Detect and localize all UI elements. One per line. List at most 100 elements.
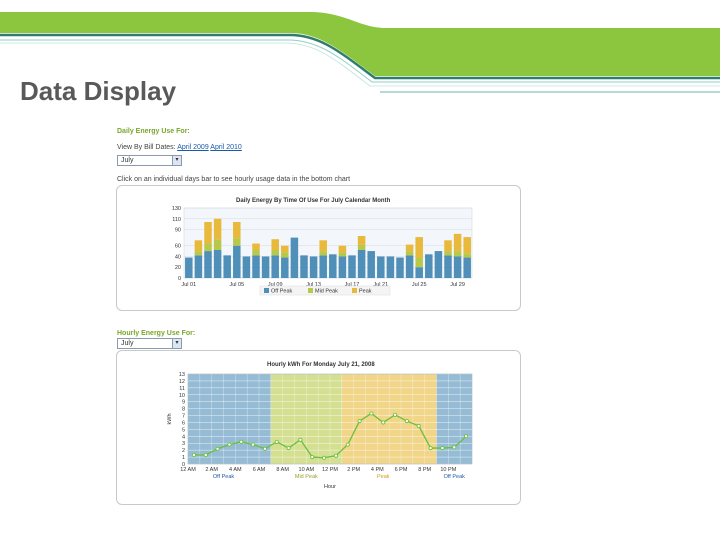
off-peak-bar[interactable] xyxy=(281,257,289,278)
mid-peak-bar[interactable] xyxy=(444,251,452,256)
kwh-point[interactable] xyxy=(357,419,362,424)
link-april-2009[interactable]: April 2009 xyxy=(177,144,209,151)
kwh-point[interactable] xyxy=(345,442,350,447)
kwh-point[interactable] xyxy=(251,442,256,447)
off-peak-bar[interactable] xyxy=(242,256,251,278)
off-peak-bar[interactable] xyxy=(348,255,356,278)
off-peak-bar[interactable] xyxy=(453,256,462,278)
mid-peak-bar[interactable] xyxy=(233,238,241,246)
off-peak-bar[interactable] xyxy=(444,255,452,278)
daily-month-select[interactable]: July ▾ xyxy=(117,155,182,166)
off-peak-bar[interactable] xyxy=(463,257,471,278)
off-peak-bar[interactable] xyxy=(425,254,433,278)
x-tick-label: 4 PM xyxy=(371,467,384,473)
off-peak-bar[interactable] xyxy=(271,255,279,278)
kwh-point[interactable] xyxy=(203,453,208,458)
header-swoosh-decoration xyxy=(0,0,720,93)
peak-bar[interactable] xyxy=(213,218,222,240)
off-peak-bar[interactable] xyxy=(405,255,414,278)
off-peak-bar[interactable] xyxy=(357,250,366,278)
mid-peak-bar[interactable] xyxy=(357,244,366,250)
peak-bar[interactable] xyxy=(453,233,462,252)
kwh-point[interactable] xyxy=(428,446,433,451)
peak-bar[interactable] xyxy=(271,239,279,250)
mid-peak-bar[interactable] xyxy=(194,251,203,256)
y-tick-label: 0 xyxy=(178,276,181,282)
x-tick-label: 12 PM xyxy=(322,467,338,473)
mid-peak-bar[interactable] xyxy=(338,252,347,257)
off-peak-bar[interactable] xyxy=(290,237,299,278)
off-peak-bar[interactable] xyxy=(252,255,260,278)
mid-peak-bar[interactable] xyxy=(405,251,414,256)
off-peak-bar[interactable] xyxy=(386,256,395,278)
peak-bar[interactable] xyxy=(444,240,452,252)
kwh-point[interactable] xyxy=(369,411,374,416)
off-peak-bar[interactable] xyxy=(204,251,212,278)
mid-peak-bar[interactable] xyxy=(252,250,260,256)
kwh-point[interactable] xyxy=(464,434,469,439)
kwh-point[interactable] xyxy=(215,446,220,451)
off-peak-bar[interactable] xyxy=(415,267,423,278)
kwh-point[interactable] xyxy=(310,455,315,460)
peak-bar[interactable] xyxy=(319,240,327,252)
kwh-point[interactable] xyxy=(416,423,421,428)
kwh-point[interactable] xyxy=(239,439,244,444)
off-peak-bar[interactable] xyxy=(434,251,443,278)
peak-bar[interactable] xyxy=(252,243,260,250)
kwh-point[interactable] xyxy=(262,446,267,451)
off-peak-bar[interactable] xyxy=(261,256,270,278)
daily-energy-chart[interactable]: 0 20 40 60 90 110 130 Jul 01 Jul 05 Jul 09 Jul 13 J… xyxy=(116,185,521,311)
off-peak-bar[interactable] xyxy=(233,245,241,278)
off-peak-bar[interactable] xyxy=(329,254,337,278)
y-tick-label: 40 xyxy=(175,254,181,260)
mid-peak-bar[interactable] xyxy=(453,251,462,257)
mid-peak-bar[interactable] xyxy=(271,250,279,256)
peak-bar[interactable] xyxy=(405,244,414,252)
hourly-month-select[interactable]: July ▾ xyxy=(117,338,182,349)
mid-peak-bar[interactable] xyxy=(281,252,289,258)
mid-peak-bar[interactable] xyxy=(415,257,423,268)
mid-peak-bar[interactable] xyxy=(463,253,471,258)
off-peak-bar[interactable] xyxy=(194,255,203,278)
off-peak-bar[interactable] xyxy=(367,251,375,278)
mid-peak-bar[interactable] xyxy=(204,243,212,252)
peak-bar[interactable] xyxy=(463,237,471,254)
kwh-point[interactable] xyxy=(381,420,386,425)
off-peak-bar[interactable] xyxy=(185,257,193,278)
link-april-2010[interactable]: April 2010 xyxy=(210,144,242,151)
kwh-point[interactable] xyxy=(286,446,291,451)
peak-bar[interactable] xyxy=(204,222,212,244)
kwh-point[interactable] xyxy=(191,453,196,458)
off-peak-bar[interactable] xyxy=(213,250,222,278)
kwh-point[interactable] xyxy=(298,437,303,442)
off-peak-bar[interactable] xyxy=(300,255,308,278)
peak-bar[interactable] xyxy=(233,222,241,239)
kwh-point[interactable] xyxy=(333,453,338,458)
kwh-point[interactable] xyxy=(452,445,457,450)
peak-bar[interactable] xyxy=(194,240,203,252)
slide-title: Data Display xyxy=(20,76,177,106)
kwh-point[interactable] xyxy=(227,442,232,447)
y-axis-title: kWh xyxy=(167,414,173,425)
kwh-point[interactable] xyxy=(322,455,327,460)
mid-peak-bar[interactable] xyxy=(319,251,327,256)
peak-bar[interactable] xyxy=(415,237,423,258)
off-peak-bar[interactable] xyxy=(377,256,385,278)
kwh-point[interactable] xyxy=(393,412,398,417)
peak-bar[interactable] xyxy=(338,245,347,253)
off-peak-bar[interactable] xyxy=(319,255,327,278)
y-tick-label: 4 xyxy=(182,434,185,440)
off-peak-bar[interactable] xyxy=(309,256,318,278)
mid-peak-bar[interactable] xyxy=(213,239,222,250)
peak-bar[interactable] xyxy=(281,245,289,253)
kwh-point[interactable] xyxy=(404,419,409,424)
kwh-point[interactable] xyxy=(440,446,445,451)
off-peak-bar[interactable] xyxy=(338,256,347,278)
x-tick-label: 10 PM xyxy=(440,467,456,473)
peak-bar[interactable] xyxy=(357,236,366,245)
y-tick-label: 110 xyxy=(172,217,181,223)
off-peak-bar[interactable] xyxy=(396,257,404,278)
off-peak-bar[interactable] xyxy=(223,255,231,278)
kwh-point[interactable] xyxy=(274,439,279,444)
